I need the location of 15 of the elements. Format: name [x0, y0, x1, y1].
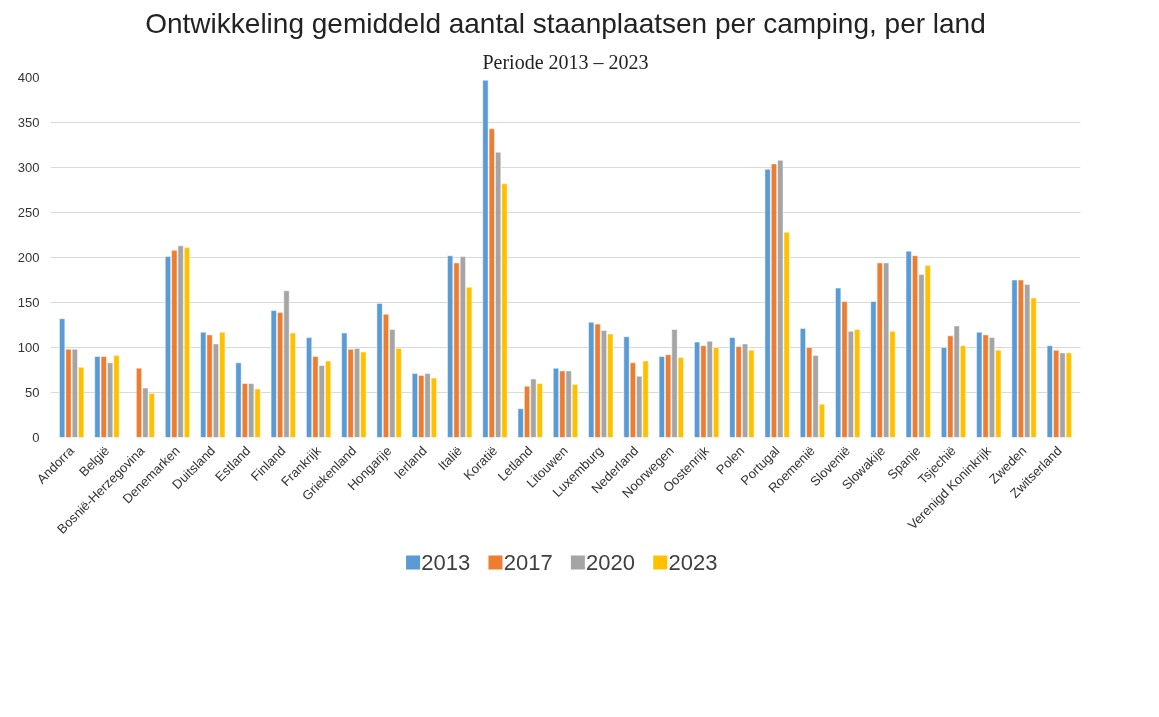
y-tick-label: 0	[32, 430, 40, 445]
legend-label: 2013	[421, 550, 471, 575]
y-tick-label: 200	[17, 250, 40, 265]
chart-title: Ontwikkeling gemiddeld aantal staanplaatsen per camping, per land	[145, 7, 986, 39]
y-tick-label: 250	[17, 205, 40, 220]
y-tick-label: 350	[17, 115, 40, 130]
legend-label: 2023	[668, 550, 718, 575]
y-tick-label: 150	[17, 295, 40, 310]
y-tick-label: 400	[17, 70, 40, 85]
y-tick-label: 300	[17, 160, 40, 175]
legend-label: 2020	[586, 550, 636, 575]
legend-label: 2017	[503, 550, 553, 575]
y-tick-label: 50	[25, 385, 40, 400]
chart-subtitle: Periode 2013 – 2023	[482, 50, 649, 73]
y-tick-label: 100	[17, 340, 40, 355]
